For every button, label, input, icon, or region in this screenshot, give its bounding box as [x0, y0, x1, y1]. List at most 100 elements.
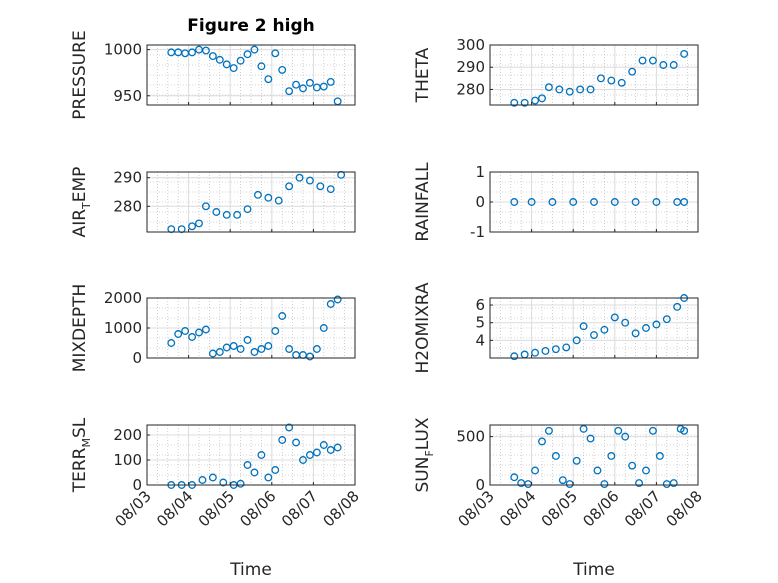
data-point: [181, 49, 190, 58]
data-point: [222, 210, 231, 219]
y-axis-label: PRESSURE: [70, 30, 90, 119]
data-point: [607, 452, 616, 460]
data-point: [610, 313, 619, 322]
data-point: [652, 198, 661, 206]
data-point: [319, 441, 328, 449]
data-point: [648, 426, 657, 435]
data-point: [243, 336, 252, 344]
data-point: [264, 193, 273, 202]
data-point: [177, 225, 186, 234]
y-tick-label: 300: [456, 36, 485, 54]
data-point: [292, 351, 301, 359]
data-point: [229, 342, 238, 350]
data-point: [652, 320, 661, 329]
data-point: [680, 198, 689, 206]
data-point: [326, 446, 335, 454]
data-point: [326, 77, 335, 86]
data-point: [510, 98, 519, 107]
data-point: [655, 452, 664, 460]
data-point: [659, 61, 668, 69]
data-point: [510, 473, 519, 482]
data-point: [548, 198, 557, 206]
data-point: [236, 479, 245, 488]
data-point: [538, 437, 546, 446]
data-point: [285, 423, 294, 432]
x-axis-label-right: Time: [572, 560, 615, 580]
data-point: [243, 50, 252, 59]
y-tick-label: 200: [113, 426, 142, 444]
y-tick-label: 4: [475, 331, 485, 349]
data-point: [305, 78, 314, 87]
data-point: [680, 426, 689, 435]
data-point: [201, 46, 210, 55]
data-point: [617, 78, 626, 87]
data-point: [544, 426, 553, 435]
data-point: [305, 176, 314, 185]
data-point: [333, 97, 342, 106]
data-point: [257, 345, 266, 353]
data-point: [295, 173, 304, 182]
data-point: [590, 198, 598, 206]
y-tick-label: -1: [470, 223, 485, 241]
data-point: [250, 348, 259, 356]
y-tick-label: 0: [132, 476, 142, 494]
data-point: [198, 476, 207, 484]
data-point: [635, 479, 644, 488]
y-tick-label: 290: [113, 169, 142, 187]
data-point: [628, 461, 637, 470]
data-point: [271, 49, 280, 58]
data-point: [188, 48, 197, 57]
data-point: [648, 56, 657, 65]
data-point: [208, 473, 217, 482]
y-tick-label: 1000: [104, 41, 142, 59]
y-axis-label: THETA: [413, 47, 433, 103]
data-point: [278, 436, 287, 444]
y-tick-label: 1: [475, 163, 485, 181]
data-point: [222, 60, 231, 69]
data-point: [551, 452, 560, 460]
data-point: [188, 333, 197, 341]
data-point: [236, 345, 245, 353]
x-axis-label-left: Time: [229, 560, 272, 580]
data-point: [673, 302, 682, 311]
x-tick-label: 08/06: [236, 487, 279, 530]
data-point: [520, 98, 529, 107]
data-point: [326, 300, 335, 308]
x-tick-label: 08/05: [538, 487, 581, 530]
data-point: [638, 56, 647, 65]
data-point: [669, 479, 678, 488]
data-point: [538, 94, 546, 103]
data-point: [333, 295, 342, 304]
x-tick-label: 08/04: [496, 487, 539, 530]
data-point: [257, 62, 266, 71]
data-point: [243, 205, 252, 214]
data-point: [524, 480, 533, 488]
data-point: [208, 52, 217, 61]
data-point: [544, 83, 553, 92]
data-point: [642, 324, 650, 332]
data-point: [292, 438, 301, 447]
data-point: [531, 466, 540, 475]
data-point: [579, 424, 588, 433]
data-point: [600, 480, 609, 488]
y-axis-label: SUNFLUX: [413, 417, 436, 492]
data-point: [305, 451, 314, 459]
data-point: [222, 343, 231, 352]
data-point: [299, 456, 307, 464]
data-point: [576, 85, 585, 94]
data-point: [195, 219, 203, 228]
y-tick-label: 5: [475, 314, 485, 332]
data-point: [562, 343, 571, 352]
data-point: [642, 466, 650, 475]
y-tick-label: 6: [475, 296, 485, 314]
data-point: [558, 476, 567, 485]
x-tick-label: 08/08: [663, 487, 706, 530]
data-point: [278, 65, 287, 74]
axes-box: [489, 297, 699, 359]
data-point: [319, 82, 328, 91]
data-point: [579, 322, 588, 331]
data-point: [174, 330, 183, 338]
data-point: [610, 198, 619, 206]
